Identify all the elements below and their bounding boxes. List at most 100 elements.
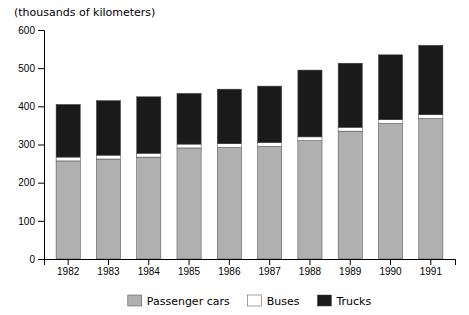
legend: Passenger cars Buses Trucks	[128, 295, 372, 308]
y-tick: 0	[29, 254, 44, 265]
y-tick-label: 100	[18, 216, 35, 227]
x-tick-label: 1989	[339, 266, 362, 277]
bar	[419, 45, 443, 114]
x-tick-mark	[229, 259, 230, 265]
x-tick-label: 1988	[299, 266, 322, 277]
bar	[338, 131, 362, 259]
bar	[137, 153, 161, 157]
bars	[56, 45, 443, 259]
x-tick-mark	[189, 259, 190, 265]
x-tick-label: 1983	[97, 266, 120, 277]
x-tick: 1987	[259, 259, 282, 277]
legend-item: Passenger cars	[128, 295, 230, 308]
y-axis: 0 100 200 300 400 500 600	[18, 25, 44, 265]
legend-label: Passenger cars	[147, 295, 230, 308]
bar	[56, 161, 80, 259]
bar	[298, 70, 322, 137]
y-tick-mark	[38, 145, 44, 146]
x-axis: 1982 1983 1984 1985 1986 1987 1988 1989 1990 1991	[45, 259, 456, 277]
bar	[217, 148, 241, 259]
y-tick-label: 200	[18, 177, 35, 188]
bar	[258, 146, 282, 259]
y-tick-mark	[38, 106, 44, 107]
x-tick-label: 1986	[218, 266, 241, 277]
bar	[217, 89, 241, 144]
bar	[338, 127, 362, 131]
x-tick-mark	[108, 259, 109, 265]
x-tick-mark	[269, 259, 270, 265]
legend-swatch	[317, 295, 331, 306]
x-tick: 1985	[178, 259, 201, 277]
x-tick: 1991	[420, 259, 443, 277]
y-tick-mark	[38, 259, 44, 260]
x-tick: 1990	[379, 259, 402, 277]
x-axis-line	[45, 260, 456, 266]
y-tick: 400	[18, 101, 44, 112]
x-tick: 1984	[138, 259, 161, 277]
bar	[137, 97, 161, 153]
y-tick: 600	[18, 25, 44, 36]
bar	[378, 55, 402, 120]
bar	[378, 124, 402, 259]
bar-series	[56, 45, 443, 157]
bar	[258, 86, 282, 142]
y-tick-label: 300	[18, 139, 35, 150]
plot-area: 0100200300400500600198219831984198519861…	[18, 25, 455, 277]
x-tick: 1983	[97, 259, 120, 277]
y-tick-mark	[38, 68, 44, 69]
bar	[298, 141, 322, 259]
x-tick-mark	[148, 259, 149, 265]
x-tick: 1986	[218, 259, 241, 277]
y-tick: 500	[18, 63, 44, 74]
y-tick-label: 400	[18, 101, 35, 112]
y-tick-mark	[38, 30, 44, 31]
y-tick-label: 600	[18, 25, 35, 36]
x-tick: 1982	[57, 259, 80, 277]
y-tick-mark	[38, 221, 44, 222]
x-tick-mark	[68, 259, 69, 265]
legend-item: Buses	[248, 295, 300, 308]
bar	[137, 157, 161, 259]
legend-item: Trucks	[317, 295, 371, 308]
x-tick-label: 1987	[259, 266, 282, 277]
bar	[96, 155, 120, 159]
y-tick-label: 0	[29, 254, 35, 265]
bar	[258, 143, 282, 147]
bar	[177, 148, 201, 259]
x-tick: 1988	[299, 259, 322, 277]
x-tick-mark	[390, 259, 391, 265]
bar	[338, 63, 362, 127]
bar	[298, 137, 322, 141]
y-tick-mark	[38, 183, 44, 184]
x-tick-label: 1982	[57, 266, 80, 277]
legend-label: Trucks	[335, 295, 371, 308]
x-tick-mark	[309, 259, 310, 265]
y-tick: 200	[18, 177, 44, 188]
y-tick-label: 500	[18, 63, 35, 74]
x-tick-label: 1990	[379, 266, 402, 277]
x-tick-label: 1991	[420, 266, 443, 277]
chart: 0100200300400500600198219831984198519861…	[0, 0, 469, 315]
bar	[177, 93, 201, 144]
bar	[419, 119, 443, 259]
legend-swatch	[248, 295, 262, 306]
legend-swatch	[128, 295, 142, 306]
x-tick-mark	[430, 259, 431, 265]
bar	[378, 120, 402, 124]
x-tick: 1989	[339, 259, 362, 277]
bar	[96, 101, 120, 156]
y-label: (thousands of kilometers)	[14, 6, 155, 19]
bar	[56, 157, 80, 161]
x-tick-label: 1985	[178, 266, 201, 277]
bar	[56, 104, 80, 157]
bar	[177, 144, 201, 148]
bar	[217, 144, 241, 148]
bar	[419, 115, 443, 119]
bar	[96, 159, 120, 259]
x-tick-label: 1984	[138, 266, 161, 277]
y-axis-line	[38, 31, 45, 260]
y-tick: 100	[18, 216, 44, 227]
legend-label: Buses	[267, 295, 300, 308]
x-tick-mark	[350, 259, 351, 265]
y-tick: 300	[18, 139, 44, 150]
